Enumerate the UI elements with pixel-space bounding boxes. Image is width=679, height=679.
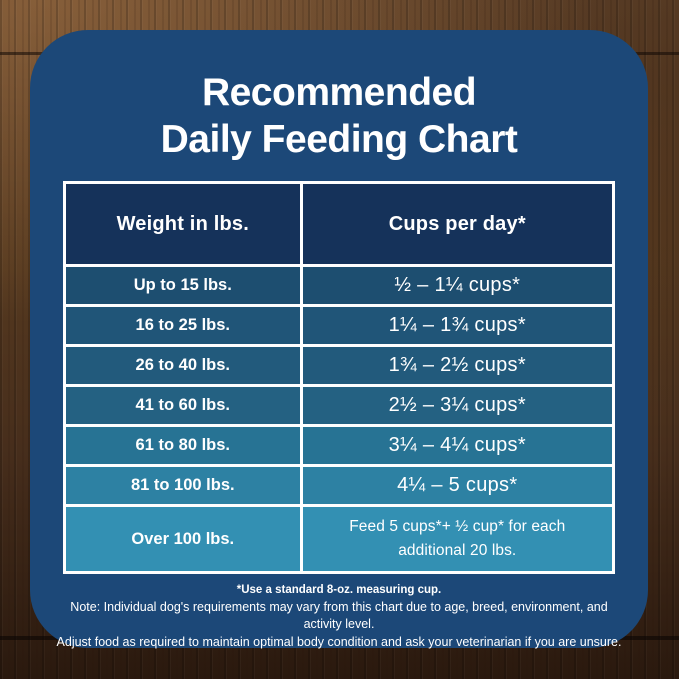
table-row: 61 to 80 lbs. 3¼ – 4¼ cups* bbox=[66, 427, 612, 464]
page-title: Recommended Daily Feeding Chart bbox=[30, 70, 648, 164]
footnotes: *Use a standard 8-oz. measuring cup. Not… bbox=[50, 584, 628, 651]
table-row: 41 to 60 lbs. 2½ – 3¼ cups* bbox=[66, 387, 612, 424]
table-cell-cups: 3¼ – 4¼ cups* bbox=[302, 427, 612, 464]
feeding-chart-card: Recommended Daily Feeding Chart Weight i… bbox=[30, 30, 648, 651]
table-cell-weight: 41 to 60 lbs. bbox=[66, 387, 300, 424]
header-weight: Weight in lbs. bbox=[66, 184, 300, 264]
table-row: Up to 15 lbs. ½ – 1¼ cups* bbox=[66, 267, 612, 304]
table-cell-weight: 81 to 100 lbs. bbox=[66, 467, 300, 504]
table-cell-cups: Feed 5 cups*+ ½ cup* for each additional… bbox=[302, 507, 612, 571]
table-row: 81 to 100 lbs. 4¼ – 5 cups* bbox=[66, 467, 612, 504]
table-cell-cups: 1¾ – 2½ cups* bbox=[302, 347, 612, 384]
table-cell-weight: 26 to 40 lbs. bbox=[66, 347, 300, 384]
table-row: Over 100 lbs. Feed 5 cups*+ ½ cup* for ea… bbox=[66, 507, 612, 571]
table-row: 26 to 40 lbs. 1¾ – 2½ cups* bbox=[66, 347, 612, 384]
title-line-2: Daily Feeding Chart bbox=[160, 117, 518, 161]
footnote-adjust: Adjust food as required to maintain opti… bbox=[56, 634, 622, 649]
table-cell-weight: 61 to 80 lbs. bbox=[66, 427, 300, 464]
table-cell-cups: 4¼ – 5 cups* bbox=[302, 467, 612, 504]
table-cell-cups: ½ – 1¼ cups* bbox=[302, 267, 612, 304]
table-header-row: Weight in lbs. Cups per day* bbox=[66, 184, 612, 264]
table-cell-cups: 1¼ – 1¾ cups* bbox=[302, 307, 612, 344]
header-cups: Cups per day* bbox=[302, 184, 612, 264]
footnote-note: Note: Individual dog's requirements may … bbox=[70, 600, 608, 632]
title-line-1: Recommended bbox=[201, 71, 477, 114]
footnote-measuring-cup: *Use a standard 8-oz. measuring cup. bbox=[236, 584, 442, 596]
table-cell-weight: 16 to 25 lbs. bbox=[66, 307, 300, 344]
table-cell-weight: Up to 15 lbs. bbox=[66, 267, 300, 304]
table-cell-weight: Over 100 lbs. bbox=[66, 507, 300, 571]
table-cell-cups: 2½ – 3¼ cups* bbox=[302, 387, 612, 424]
feeding-table: Weight in lbs. Cups per day* Up to 15 lb… bbox=[63, 181, 615, 574]
table-row: 16 to 25 lbs. 1¼ – 1¾ cups* bbox=[66, 307, 612, 344]
